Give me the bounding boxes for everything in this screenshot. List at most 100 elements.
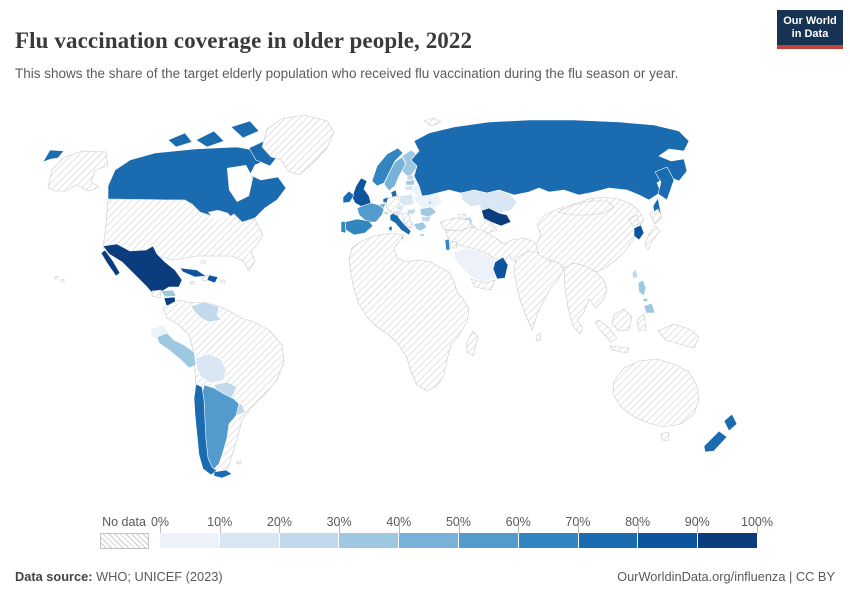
country-mongolia[interactable] — [557, 200, 615, 216]
legend-tick — [160, 524, 161, 533]
country-madagascar[interactable] — [466, 330, 479, 357]
legend-color-swatch[interactable] — [160, 533, 219, 548]
country-russia-chukotka[interactable] — [42, 149, 65, 163]
legend-tick — [219, 524, 221, 533]
country-australia-tasmania[interactable] — [660, 431, 670, 442]
country-haiti[interactable] — [201, 274, 209, 282]
country-svalbard[interactable] — [423, 117, 442, 127]
country-sri-lanka[interactable] — [535, 332, 542, 342]
legend-tick — [279, 524, 281, 533]
legend-color-swatch[interactable] — [697, 533, 757, 548]
region-africa-nodata[interactable] — [348, 232, 470, 392]
country-switzerland[interactable] — [383, 210, 390, 216]
legend-color-swatch[interactable] — [577, 533, 638, 548]
country-honduras[interactable] — [160, 289, 177, 298]
country-italy-sardinia[interactable] — [388, 225, 393, 232]
legend-color-swatch[interactable] — [398, 533, 458, 548]
country-france[interactable] — [356, 202, 385, 223]
country-united-kingdom[interactable] — [351, 177, 372, 208]
country-georgia[interactable] — [457, 213, 467, 219]
country-chile-tierra-del-fuego[interactable] — [213, 469, 233, 479]
country-denmark[interactable] — [390, 189, 398, 198]
legend-color-swatch[interactable] — [338, 533, 399, 548]
country-saudi-arabia[interactable] — [453, 247, 501, 283]
country-venezuela[interactable] — [190, 301, 222, 323]
country-portugal[interactable] — [340, 220, 347, 234]
owid-url-link[interactable]: OurWorldinData.org/influenza | CC BY — [617, 569, 835, 584]
country-puerto-rico[interactable] — [220, 279, 226, 284]
country-south-korea[interactable] — [633, 224, 645, 241]
country-papua-new-guinea[interactable] — [657, 323, 700, 349]
legend-color-swatch[interactable] — [278, 533, 339, 548]
country-romania[interactable] — [419, 206, 438, 218]
legend-color-swatch[interactable] — [218, 533, 279, 548]
country-israel[interactable] — [444, 238, 451, 251]
country-new-zealand-south[interactable] — [703, 430, 728, 453]
legend-color-swatch[interactable] — [457, 533, 518, 548]
country-latvia[interactable] — [405, 179, 416, 186]
country-canada-island[interactable] — [167, 132, 193, 148]
country-spain[interactable] — [344, 218, 374, 236]
region-indochina-nodata[interactable] — [563, 262, 608, 335]
country-chile[interactable] — [193, 383, 218, 476]
country-india[interactable] — [513, 250, 565, 331]
legend-no-data-swatch[interactable] — [100, 533, 149, 549]
country-hungary[interactable] — [406, 208, 417, 215]
country-albania[interactable] — [409, 220, 414, 227]
country-moldova[interactable] — [427, 199, 433, 206]
legend-tick-label: 50% — [445, 515, 472, 529]
country-japan-honshu[interactable] — [644, 225, 661, 251]
country-greenland[interactable] — [261, 114, 335, 176]
country-bahamas[interactable] — [200, 259, 206, 264]
country-peru[interactable] — [156, 332, 197, 369]
country-taiwan[interactable] — [631, 268, 639, 280]
country-indonesia-sumatra[interactable] — [594, 319, 618, 343]
country-estonia[interactable] — [406, 174, 415, 181]
country-poland[interactable] — [398, 193, 415, 207]
country-canada-island[interactable] — [230, 120, 260, 139]
country-australia[interactable] — [612, 358, 700, 428]
country-ireland[interactable] — [342, 190, 355, 204]
country-north-korea[interactable] — [628, 214, 640, 227]
country-philippines-visayas[interactable] — [642, 297, 649, 303]
country-uzbekistan[interactable] — [476, 207, 512, 227]
country-philippines-luzon[interactable] — [637, 279, 647, 297]
country-united-states-alaska[interactable] — [47, 150, 109, 192]
country-greece[interactable] — [413, 221, 428, 237]
country-indonesia-java[interactable] — [609, 345, 630, 354]
country-russia[interactable] — [410, 119, 690, 201]
country-canada-island[interactable] — [195, 130, 225, 148]
country-new-zealand-north[interactable] — [723, 413, 738, 432]
country-lithuania[interactable] — [404, 185, 414, 192]
country-cuba[interactable] — [179, 267, 207, 278]
legend-tick — [757, 524, 758, 533]
country-philippines-mindanao[interactable] — [643, 302, 656, 314]
hudson-bay — [227, 165, 253, 202]
country-bulgaria[interactable] — [420, 215, 432, 223]
country-austria[interactable] — [393, 209, 403, 216]
country-czechia[interactable] — [395, 204, 405, 211]
country-indonesia-borneo[interactable] — [611, 308, 633, 332]
country-jamaica[interactable] — [189, 280, 195, 285]
legend-color-swatch[interactable] — [517, 533, 578, 548]
legend-no-data-label: No data — [102, 515, 146, 529]
country-oman[interactable] — [492, 256, 509, 280]
country-norway[interactable] — [371, 147, 404, 187]
country-japan-hokkaido[interactable] — [649, 208, 663, 225]
country-russia-kamchatka[interactable] — [654, 166, 675, 201]
owid-logo[interactable]: Our World in Data — [777, 10, 843, 49]
data-source-label: Data source: — [15, 569, 93, 584]
country-indonesia-sulawesi[interactable] — [636, 313, 647, 332]
legend-tick-label: 20% — [266, 515, 292, 529]
country-guatemala[interactable] — [151, 289, 162, 299]
country-bolivia[interactable] — [195, 353, 227, 384]
country-yemen[interactable] — [470, 278, 496, 291]
country-mexico[interactable] — [102, 243, 183, 295]
page-title: Flu vaccination coverage in older people… — [15, 28, 473, 54]
country-united-states-hawaii[interactable] — [54, 275, 65, 283]
legend-color-swatch[interactable] — [637, 533, 698, 548]
country-mexico-baja[interactable] — [100, 249, 121, 277]
country-jordan[interactable] — [449, 240, 458, 249]
country-falkland-islands[interactable] — [236, 460, 242, 465]
country-dominican-republic[interactable] — [206, 274, 219, 284]
